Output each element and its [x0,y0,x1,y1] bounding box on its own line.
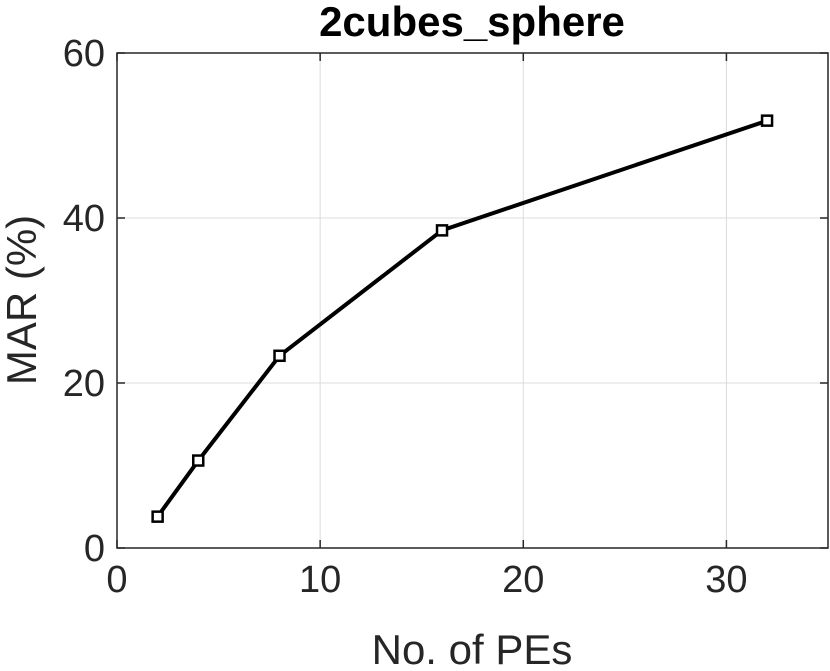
x-axis-tick-labels: 0 10 20 30 [106,559,747,601]
plot-area-frame [116,52,829,549]
axis-ticks [116,52,828,549]
data-point-marker [760,114,774,127]
grid [117,53,828,548]
x-tick-label: 10 [299,559,341,601]
series-layer [151,114,774,523]
data-point-marker [435,224,449,237]
y-axis-tick-labels: 0 20 40 60 [63,33,105,570]
y-tick-label: 60 [63,33,105,75]
series-line [155,118,768,518]
y-tick-label: 20 [63,363,105,405]
y-axis-label: MAR (%) [0,215,45,385]
y-tick-label: 40 [63,198,105,240]
chart-title: 2cubes_sphere [319,0,625,45]
y-tick-label: 0 [84,528,105,570]
data-point-marker [151,510,164,523]
x-tick-label: 20 [502,559,544,601]
x-axis-label: No. of PEs [372,626,573,671]
x-tick-label: 0 [106,559,127,601]
data-point-marker [192,454,205,467]
x-tick-label: 30 [705,559,747,601]
data-point-marker [273,349,286,363]
